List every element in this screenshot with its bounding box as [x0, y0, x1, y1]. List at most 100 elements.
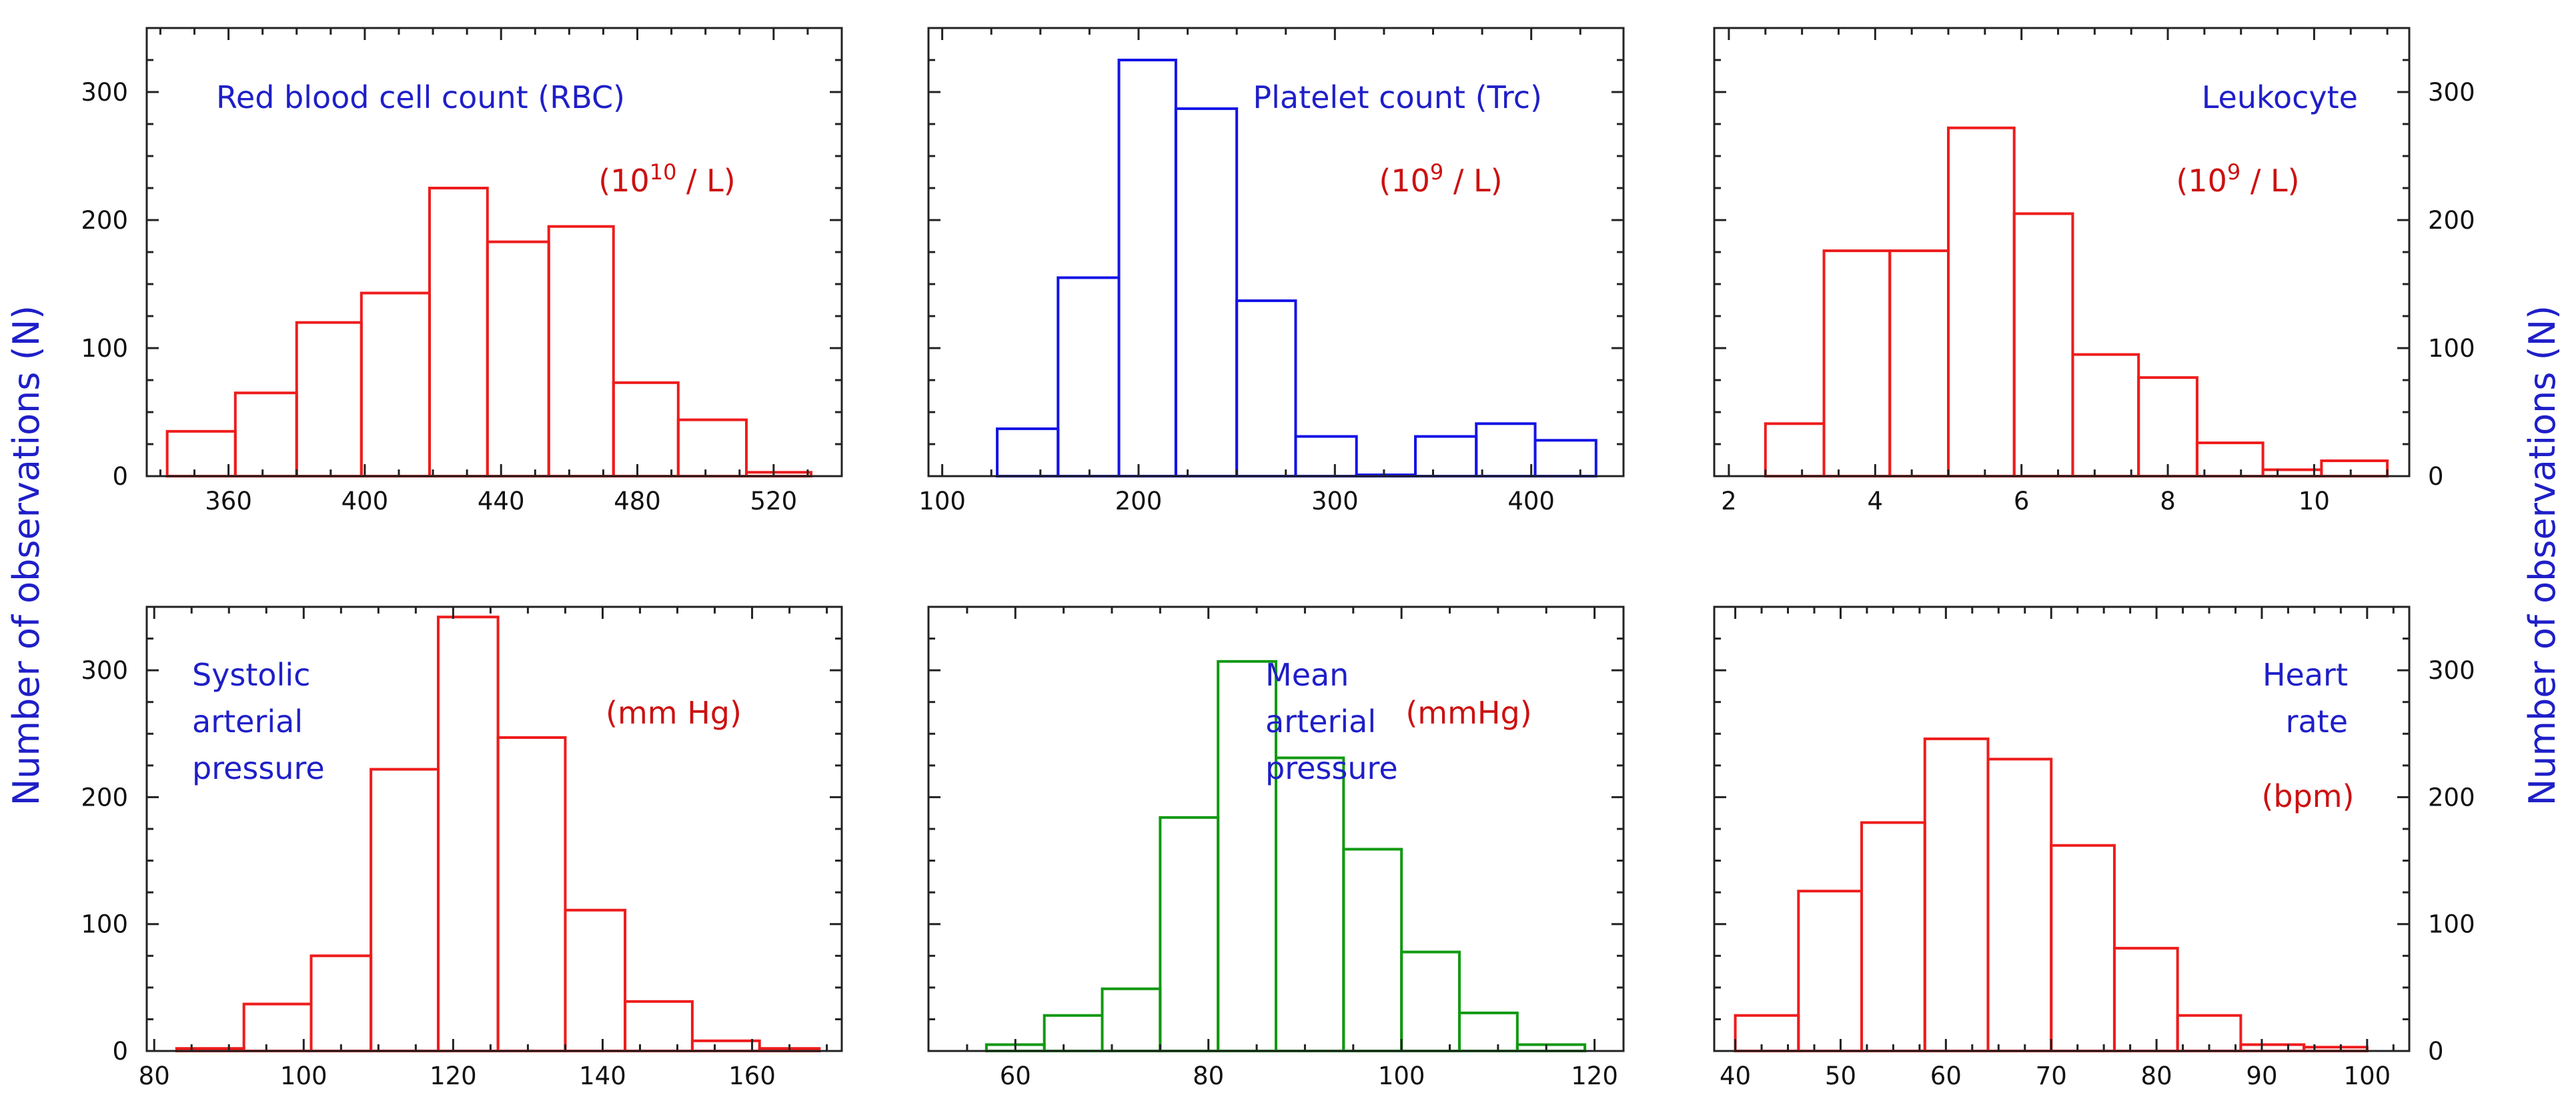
y-tick-label: 0	[112, 1037, 128, 1066]
histogram-bar	[242, 1002, 313, 1052]
histogram-bar	[1413, 435, 1478, 477]
histogram-bar	[1342, 848, 1403, 1052]
x-tick-label: 60	[1930, 1062, 1962, 1090]
x-tick-label: 300	[1311, 487, 1359, 515]
x-tick-label: 100	[2344, 1062, 2391, 1090]
panel-title: pressure	[192, 750, 325, 786]
histogram-bar	[1457, 1011, 1519, 1053]
histogram-bar	[1986, 758, 2053, 1053]
panel-title: Mean	[1265, 657, 1349, 693]
y-tick-label: 100	[81, 910, 128, 939]
histogram-panel-4: 80 100 120 140 160 0 100 200 300 Systolic arterial…	[81, 606, 843, 1090]
x-tick-label: 100	[280, 1062, 328, 1090]
histogram-bar	[233, 391, 298, 478]
histogram-bar	[612, 381, 680, 478]
panel-title: arterial	[1265, 704, 1376, 740]
histogram-bar	[690, 1039, 761, 1052]
x-tick-label: 4	[1868, 487, 1884, 515]
y-tick-label: 200	[81, 783, 128, 812]
x-tick-label: 160	[728, 1062, 776, 1090]
x-tick-label: 100	[1378, 1062, 1425, 1090]
histogram-bar	[1400, 950, 1461, 1052]
histogram-bar	[1043, 1014, 1104, 1052]
histogram-bar	[486, 240, 550, 477]
histogram-bar	[2050, 844, 2116, 1053]
histogram-bar	[370, 768, 440, 1052]
x-tick-label: 40	[1720, 1062, 1751, 1090]
histogram-bar	[1475, 422, 1537, 478]
panel-title: Leukocyte	[2202, 79, 2358, 115]
y-tick-label: 100	[2428, 334, 2475, 363]
histogram-bar	[496, 736, 567, 1052]
panel-unit: (mm Hg)	[606, 695, 742, 731]
x-tick-label: 6	[2014, 487, 2030, 515]
panel-unit: (1010 / L)	[598, 159, 736, 199]
histogram-bar	[624, 1000, 694, 1052]
y-axis-title-right: Number of observations (N)	[2521, 305, 2563, 806]
x-tick-label: 480	[614, 487, 661, 515]
histogram-bar	[1159, 816, 1220, 1052]
y-tick-label: 0	[2428, 462, 2444, 491]
y-tick-label: 0	[112, 462, 128, 491]
histogram-bar	[2112, 946, 2179, 1052]
histogram-bar	[1822, 249, 1892, 477]
histogram-bar	[2012, 212, 2074, 477]
histogram-bar	[2137, 376, 2198, 477]
panel-title: Heart	[2263, 657, 2348, 693]
histogram-bar	[1797, 890, 1864, 1052]
panel-unit: (109 / L)	[1379, 159, 1502, 199]
histogram-bar	[1923, 737, 1990, 1052]
panel-unit: (109 / L)	[2176, 159, 2299, 199]
y-axis-title-left: Number of observations (N)	[5, 305, 47, 806]
histogram-bar	[436, 616, 500, 1052]
y-tick-label: 300	[81, 656, 128, 685]
histogram-bar	[309, 954, 373, 1053]
y-tick-label: 300	[2428, 78, 2475, 107]
histogram-bar	[165, 429, 237, 477]
histogram-bar	[1764, 422, 1826, 478]
histogram-bar	[1057, 276, 1121, 477]
histogram-panel-6: 40 50 60 70 80 90 100 0 100 200 300 Heart rate (bpm)	[1713, 606, 2475, 1090]
x-tick-label: 2	[1721, 487, 1737, 515]
histogram-bar	[1946, 126, 2016, 477]
panel-title: arterial	[192, 704, 303, 740]
panel-title: Systolic	[192, 657, 310, 693]
x-tick-label: 70	[2036, 1062, 2067, 1090]
y-tick-label: 200	[2428, 783, 2475, 812]
histogram-panel-2: 100 200 300 400 Platelet count (Trc) (109 / L…	[918, 27, 1625, 515]
histogram-bar	[564, 908, 627, 1052]
histogram-bar	[428, 187, 489, 477]
histogram-bar	[1888, 249, 1950, 477]
histogram-bar	[1235, 299, 1297, 477]
panel-unit: (mmHg)	[1405, 695, 1531, 731]
x-tick-label: 8	[2160, 487, 2176, 515]
x-tick-label: 440	[478, 487, 525, 515]
panel-title: pressure	[1265, 750, 1398, 786]
x-tick-label: 50	[1825, 1062, 1856, 1090]
histogram-bar	[676, 418, 748, 478]
histogram-bar	[1860, 821, 1926, 1052]
x-tick-label: 10	[2299, 487, 2330, 515]
y-tick-label: 200	[2428, 206, 2475, 235]
x-tick-label: 80	[1193, 1062, 1224, 1090]
x-tick-label: 200	[1115, 487, 1163, 515]
x-tick-label: 400	[1507, 487, 1555, 515]
x-tick-label: 360	[205, 487, 252, 515]
x-tick-label: 140	[579, 1062, 626, 1090]
histogram-bar	[996, 427, 1060, 478]
panel-title: Red blood cell count (RBC)	[216, 79, 625, 115]
histogram-bar	[1275, 756, 1345, 1052]
x-tick-label: 60	[1000, 1062, 1031, 1090]
histogram-bar	[1533, 439, 1597, 477]
x-tick-label: 100	[918, 487, 966, 515]
x-tick-label: 80	[2141, 1062, 2172, 1090]
histogram-bar	[360, 291, 431, 477]
histogram-bar	[295, 321, 363, 477]
y-tick-label: 200	[81, 206, 128, 235]
histogram-bar	[1174, 107, 1239, 477]
x-tick-label: 520	[750, 487, 798, 515]
histogram-bar	[2071, 353, 2140, 477]
